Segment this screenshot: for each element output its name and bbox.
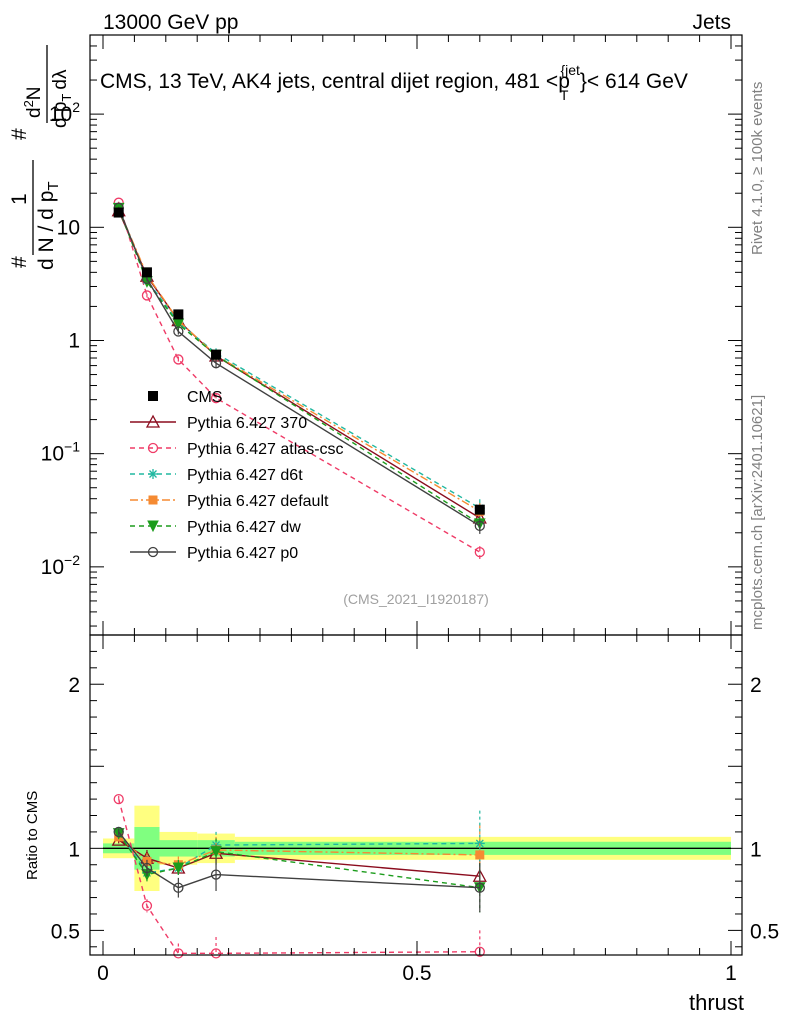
legend-label: Pythia 6.427 p0 (187, 545, 298, 562)
plot-title: CMS, 13 TeV, AK4 jets, central dijet reg… (100, 62, 688, 103)
marker (172, 862, 185, 875)
rivet-version-label: Rivet 4.1.0, ≥ 100k events (749, 82, 766, 255)
legend-label: Pythia 6.427 atlas-csc (187, 441, 344, 458)
legend-entry-2: Pythia 6.427 d6t (130, 467, 303, 484)
marker (210, 948, 222, 959)
marker (141, 862, 153, 874)
ylabel-den: d N / d p (35, 191, 58, 270)
x-tick-label: 0.5 (402, 962, 431, 985)
ratio-y-tick-label-right: 1 (750, 838, 762, 861)
ylabel-hash-right: # (8, 128, 31, 140)
x-tick-label: 0 (97, 962, 109, 985)
marker (474, 504, 485, 515)
main-y-axis-label: # 1 d N / d pT # d2N d pTdλ (8, 45, 74, 270)
x-tick-label: 1 (725, 962, 737, 985)
analysis-watermark: (CMS_2021_I1920187) (343, 591, 489, 607)
ratio-frame (89, 634, 743, 956)
legend-label: Pythia 6.427 default (187, 493, 329, 510)
source-label: mcplots.cern.ch [arXiv:2401.10621] (749, 395, 766, 630)
main-series-5 (113, 202, 485, 534)
svg-text:d pTdλ: d pTdλ (50, 69, 74, 128)
marker (147, 546, 159, 558)
marker (113, 207, 124, 218)
marker (211, 349, 222, 360)
ratio-y-tick-label-right: 0.5 (750, 920, 779, 943)
marker (210, 846, 222, 858)
marker (173, 309, 184, 320)
series-line (118, 208, 481, 512)
legend-entry-1: Pythia 6.427 atlas-csc (130, 441, 344, 458)
header-process: 13000 GeV pp (103, 11, 238, 34)
legend-label: Pythia 6.427 d6t (187, 467, 303, 484)
ylabel-hash-left: # (8, 256, 31, 268)
legend-label: CMS (187, 389, 223, 406)
series-line (118, 202, 481, 553)
legend-entry-0: Pythia 6.427 370 (130, 414, 307, 432)
main-series-data (113, 207, 485, 515)
main-panel-series (111, 197, 487, 559)
legend-label: Pythia 6.427 dw (187, 519, 301, 536)
legend-label: Pythia 6.427 370 (187, 415, 307, 432)
ylabel-right-bot: d p (50, 102, 71, 128)
marker (173, 948, 184, 959)
legend-entry-3: Pythia 6.427 default (130, 493, 329, 510)
ratio-series-5 (113, 826, 485, 913)
legend-entry-data: CMS (148, 389, 223, 406)
marker (148, 391, 158, 401)
marker (210, 392, 222, 404)
ratio-uncertainty-bands (103, 805, 731, 891)
marker (148, 495, 158, 505)
legend-entry-4: Pythia 6.427 dw (130, 519, 301, 536)
ratio-series-1 (113, 793, 485, 959)
ylabel-right-bot-end: dλ (50, 69, 71, 90)
axes: 0 0.5 1 10−2 10−1 1 10 102 0.5 0.5 1 1 2 2 (41, 34, 779, 985)
ratio-y-tick-label: 1 (68, 838, 80, 861)
y-tick-label: 1 (68, 329, 80, 352)
marker (173, 882, 184, 893)
ratio-panel-series (111, 793, 487, 959)
ratio-y-tick-label: 0.5 (51, 920, 80, 943)
y-tick-label: 10−2 (41, 552, 81, 579)
legend-entry-5: Pythia 6.427 p0 (130, 545, 298, 562)
marker (173, 354, 184, 365)
marker (141, 267, 152, 278)
marker (141, 290, 153, 301)
marker (148, 469, 158, 479)
x-axis-label: thrust (689, 990, 744, 1015)
ylabel-right-top-end: N (24, 86, 45, 100)
marker (474, 946, 485, 957)
marker (474, 520, 485, 532)
header-category: Jets (692, 11, 731, 34)
ylabel-den-sub: T (45, 181, 62, 190)
marker (147, 442, 159, 454)
marker (113, 793, 124, 805)
marker (147, 520, 159, 533)
marker (145, 414, 161, 428)
main-series-1 (113, 197, 485, 559)
marker (474, 546, 485, 558)
y-tick-label: 102 (49, 99, 80, 126)
legend: CMS Pythia 6.427 370 Pythia 6.427 atlas-cs… (130, 389, 344, 562)
marker (113, 826, 124, 838)
ratio-y-label: Ratio to CMS (24, 791, 41, 880)
ylabel-one: 1 (8, 193, 31, 205)
series-line (118, 207, 481, 509)
ylabel-right-top: d (24, 107, 45, 118)
ylabel-right-bot-sub: T (59, 94, 74, 102)
ylabel-right-top-sup: 2 (21, 100, 36, 107)
y-tick-label: 10−1 (41, 439, 81, 466)
marker (141, 900, 153, 911)
marker (474, 882, 485, 893)
series-line (118, 798, 480, 955)
marker (210, 869, 222, 880)
ratio-y-tick-label: 2 (68, 674, 80, 697)
ratio-y-tick-label-right: 2 (750, 674, 762, 697)
svg-text:d2N: d2N (21, 86, 45, 118)
y-tick-label: 10 (57, 216, 80, 239)
marker (475, 850, 485, 860)
svg-text:d N / d pT: d N / d pT (35, 181, 62, 270)
marker (173, 326, 184, 337)
